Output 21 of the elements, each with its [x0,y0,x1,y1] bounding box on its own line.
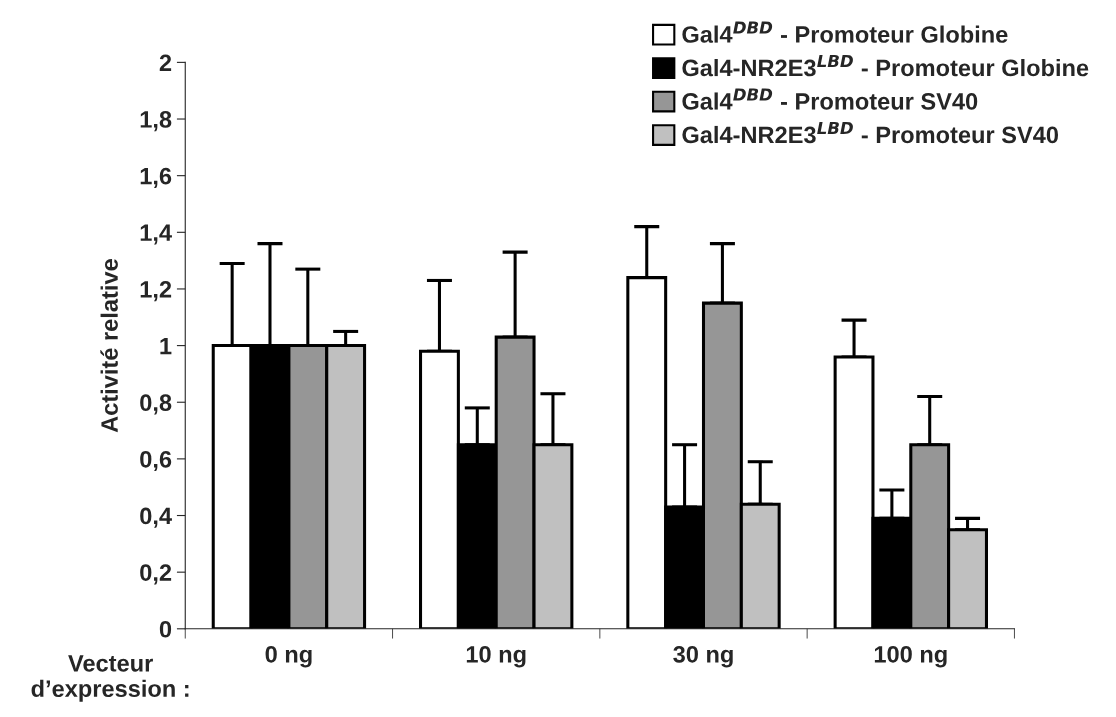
x-tick-label: 100 ng [874,646,947,668]
y-tick-label: 1,4 [140,224,172,245]
legend-label: Gal4-NR2E3$^{LBD}$ - Promoteur SV40 [682,121,1059,144]
y-tick-label: 0,6 [140,450,172,472]
legend-label: Gal4$^{DBD}$ - Promoteur SV40 [682,88,978,110]
y-axis-title: Activité relative [100,259,118,433]
y-tick-label: 0 [159,620,172,638]
y-tick-label: 0,2 [140,564,172,585]
x-tick-label: 30 ng [673,646,733,668]
x-axis-title: Vecteur d’expression : [31,655,189,702]
y-tick-label: 0,8 [140,394,172,415]
y-tick-label: 1,6 [140,167,172,188]
y-tick-label: 0,4 [140,507,172,528]
y-tick-label: 1,8 [140,111,172,132]
y-tick-label: 1 [160,337,172,355]
y-tick-label: 2 [159,54,172,71]
x-tick-label: 10 ng [466,646,526,668]
legend-label: Gal4-NR2E3$^{LBD}$ - Promoteur Globine [682,55,1089,77]
x-tick-label: 0 ng [265,646,312,668]
legend-label: Gal4$^{DBD}$ - Promoteur Globine [682,21,1008,43]
y-tick-label: 1,2 [140,281,172,302]
